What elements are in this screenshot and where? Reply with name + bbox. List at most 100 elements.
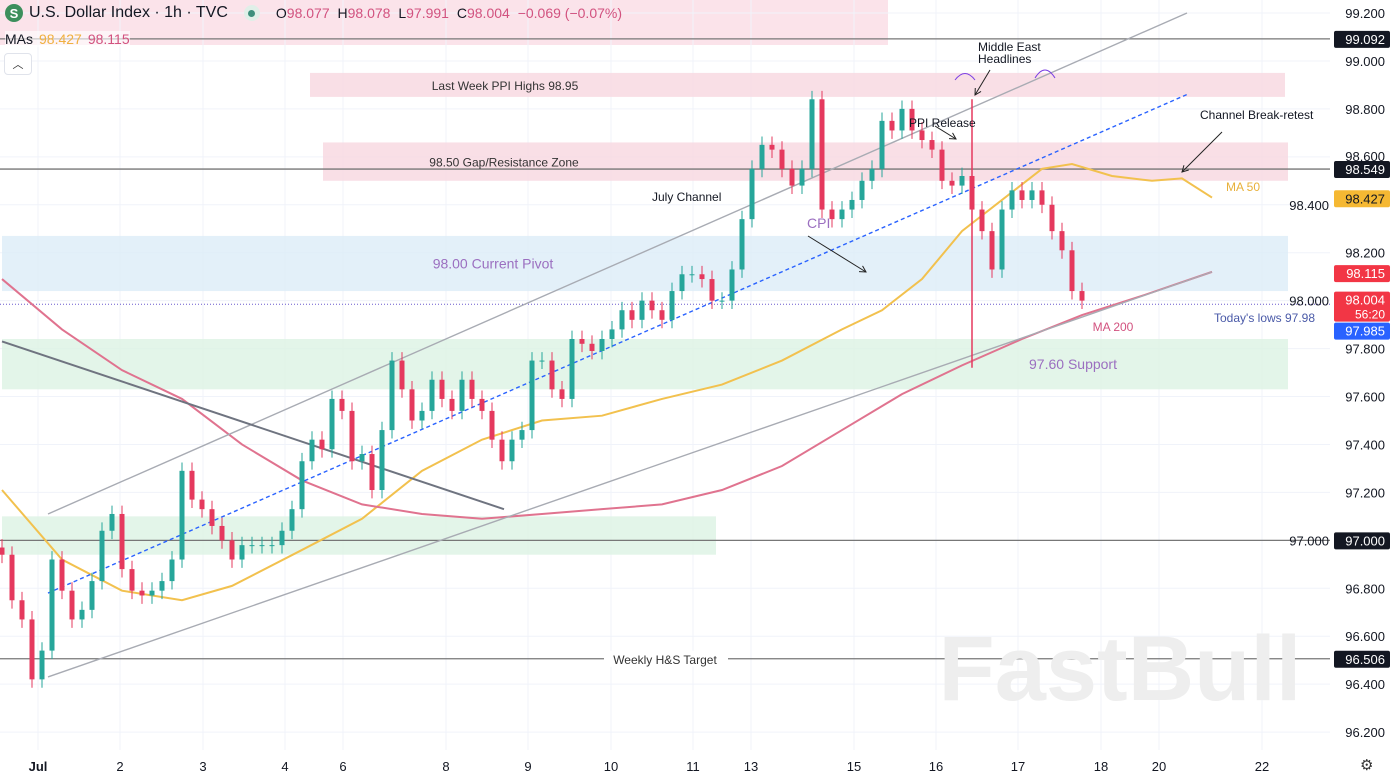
candle-body [1039,190,1045,205]
close-value: 98.004 [466,5,510,21]
symbol-title[interactable]: U.S. Dollar Index · 1h · TVC [29,4,228,21]
candle-body [569,338,575,399]
candle-body [849,199,855,210]
candle-body [649,300,655,311]
candle-body [289,509,295,531]
headlines-label: Headlines [978,52,1031,66]
candle-body [59,559,65,591]
candle-body [469,379,475,399]
candle-body [799,168,805,186]
candle-body [819,99,825,210]
market-status-icon [243,5,260,21]
low-value: 97.991 [406,5,449,21]
high-value: 98.078 [347,5,391,21]
candle-body [219,525,225,541]
header-highlight [0,0,888,45]
price-badge [1334,30,1390,48]
candle-body [889,120,895,131]
candle-body [349,410,355,462]
x-tick-label: 10 [604,759,618,774]
candle-body [449,398,455,411]
candle-body [299,461,305,510]
ma200-badge [1334,265,1390,283]
ohlc-values: O98.077 H98.078 L97.991 C98.004 −0.069 (… [276,5,626,21]
y-tick-label: 96.200 [1345,725,1385,740]
low-badge-text: 97.985 [1345,324,1385,339]
candle-body [379,430,385,491]
candle-body [599,338,605,351]
candle-body [209,509,215,526]
price-badge [1334,532,1390,550]
price-badge-text: 98.549 [1345,162,1385,177]
price-badge-text: 96.506 [1345,652,1385,667]
zone-blue [2,235,1288,292]
candle-body [1079,291,1085,301]
candle-body [549,360,555,390]
candle-body [859,180,865,200]
candle-body [429,379,435,411]
candle-body [709,279,715,301]
candle-body [639,300,645,320]
change-value: −0.069 (−0.07%) [517,5,622,21]
candle-body [89,581,95,610]
candle-body [319,439,325,450]
trendline-channel-upper [47,12,1188,515]
candle-body [659,310,665,320]
candle-body [399,360,405,390]
ma-legend[interactable]: MAs 98.427 98.115 [5,31,130,47]
zone-label: 97.60 Support [1029,356,1117,372]
channel-break-label: Channel Break-retest [1200,108,1314,122]
candle-body [129,569,135,591]
zone-green [2,516,716,555]
candle-body [279,530,285,546]
y-tick-label: 97.400 [1345,437,1385,452]
candle-body [1019,190,1025,200]
candle-body [579,338,585,344]
ma50-badge-text: 98.427 [1345,191,1385,206]
ppi-arrow-head [948,132,957,140]
candle-body [719,300,725,302]
candle-body [359,454,365,462]
candle-body [919,130,925,141]
settings-gear-icon[interactable]: ⚙ [1360,757,1374,774]
candle-body [49,559,55,651]
last-price-badge [1334,291,1390,322]
x-tick-label: 6 [339,759,346,774]
candle-body [609,329,615,339]
y-tick-label: 98.000 [1289,294,1329,309]
x-tick-label: 13 [744,759,758,774]
trendline-descending [1,340,505,511]
candle-body [939,149,945,181]
x-tick-label: 18 [1094,759,1108,774]
x-tick-label: Jul [29,759,48,774]
candle-body [989,231,995,270]
candle-body [389,360,395,431]
candle-body [839,209,845,220]
x-tick-label: 15 [847,759,861,774]
candle-body [909,108,915,131]
candle-body [509,439,515,462]
candle-body [229,540,235,560]
candle-body [69,590,75,620]
candle-body [999,209,1005,270]
last-price-badge-countdown: 56:20 [1355,308,1385,322]
todays-lows-label: Today's lows 97.98 [1214,311,1315,325]
ppi-label: PPI Release [909,116,976,130]
ma200-badge-text: 98.115 [1346,266,1385,281]
price-badge [1334,161,1390,179]
y-tick-label: 99.000 [1345,54,1385,69]
candle-body [259,545,265,547]
chevron-up-icon: ︿ [12,59,24,71]
close-label: C [456,5,467,21]
candle-body [1029,190,1035,200]
collapse-legend-button[interactable]: ︿ [4,53,32,75]
candle-body [189,470,195,500]
x-tick-label: 22 [1255,759,1269,774]
candle-body [559,389,565,399]
candle-body [809,99,815,169]
candle-body [629,310,635,320]
candle-body [439,379,445,399]
high-label: H [337,5,348,21]
candle-body [139,590,145,596]
